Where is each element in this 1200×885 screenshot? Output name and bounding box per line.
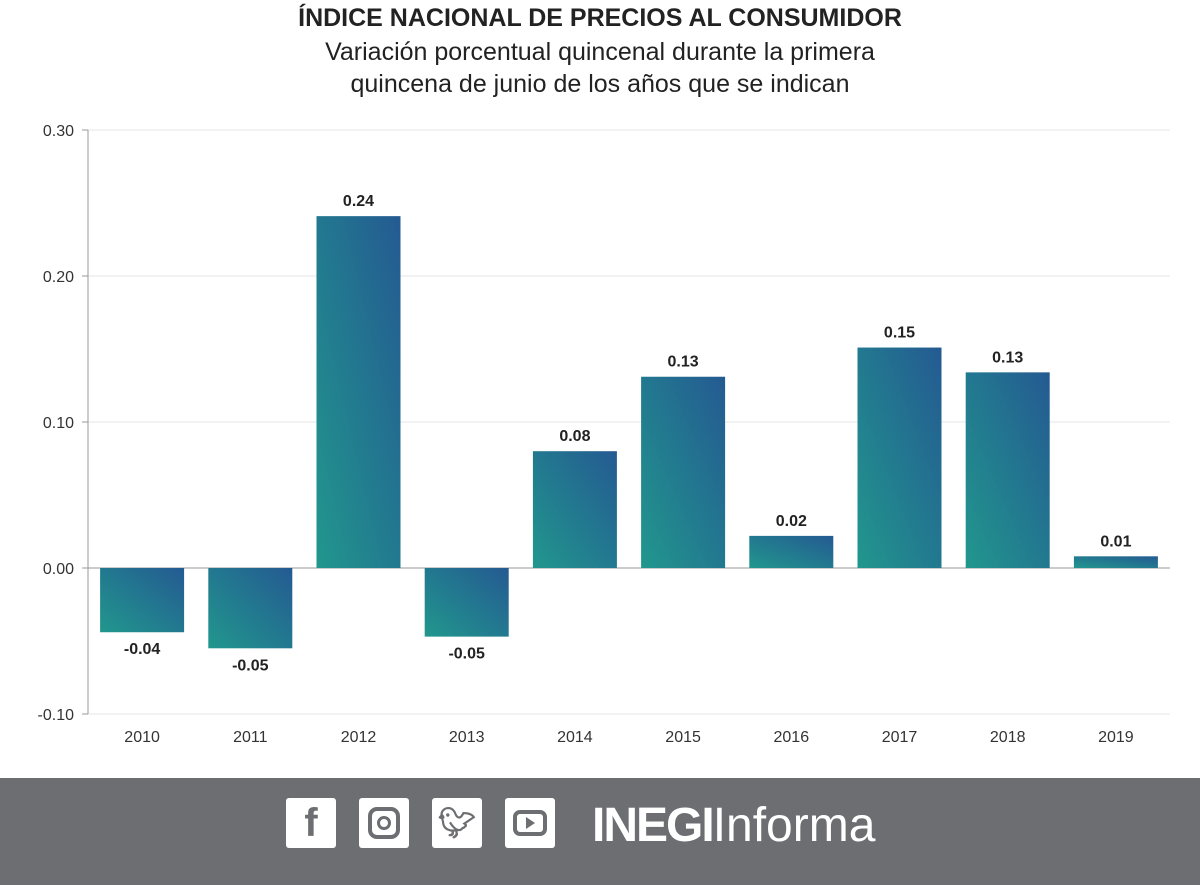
x-tick-label: 2011	[233, 729, 268, 746]
x-tick-label: 2019	[1098, 729, 1134, 746]
x-tick-label: 2017	[882, 729, 918, 746]
inegi-informa-logo: INEGIInforma	[592, 798, 875, 854]
x-tick-label: 2010	[124, 729, 160, 746]
x-tick-label: 2015	[665, 729, 701, 746]
y-tick-label: -0.10	[38, 707, 75, 724]
y-tick-label: 0.20	[43, 269, 74, 286]
x-tick-label: 2014	[557, 729, 593, 746]
data-label: 0.15	[884, 325, 915, 342]
y-tick-label: 0.10	[43, 415, 74, 432]
brand-bold: INEGI	[592, 799, 715, 852]
bar-2015	[641, 376, 726, 568]
instagram-icon[interactable]	[359, 798, 409, 848]
bar-2016	[749, 535, 834, 568]
bar-2010	[100, 568, 185, 633]
footer: f 🐦︎ INEGIInforma	[0, 778, 1200, 885]
facebook-icon[interactable]: f	[286, 798, 336, 848]
data-label: 0.02	[776, 513, 807, 530]
twitter-icon[interactable]: 🐦︎	[432, 798, 482, 848]
bar-2017	[857, 347, 942, 568]
x-tick-label: 2013	[449, 729, 485, 746]
data-label: -0.05	[448, 646, 485, 663]
y-tick-label: 0.30	[43, 123, 74, 140]
y-tick-label: 0.00	[43, 561, 74, 578]
data-label: 0.01	[1100, 533, 1131, 550]
data-label: -0.05	[232, 657, 269, 674]
bar-2018	[965, 372, 1050, 568]
bar-2013	[424, 568, 509, 637]
bar-chart: -0.10 0.00 0.10 0.20 0.30 -0.04 2010 -0.05 2011 0…	[38, 123, 1170, 746]
bar-2012	[316, 216, 401, 568]
x-tick-label: 2016	[774, 729, 810, 746]
data-label: 0.08	[559, 428, 590, 445]
x-tick-label: 2012	[341, 729, 377, 746]
chart-title: ÍNDICE NACIONAL DE PRECIOS AL CONSUMIDOR	[298, 4, 902, 32]
data-label: 0.13	[992, 349, 1023, 366]
bar-2014	[532, 451, 617, 568]
youtube-icon[interactable]	[505, 798, 555, 848]
x-tick-label: 2018	[990, 729, 1026, 746]
chart-subtitle: Variación porcentual quincenal durante l…	[325, 38, 875, 98]
data-label: -0.04	[124, 641, 161, 658]
bar-2011	[208, 568, 293, 649]
data-label: 0.13	[668, 354, 699, 371]
brand-light: Informa	[712, 799, 876, 852]
bar-2019	[1073, 556, 1158, 568]
data-label: 0.24	[343, 193, 374, 210]
